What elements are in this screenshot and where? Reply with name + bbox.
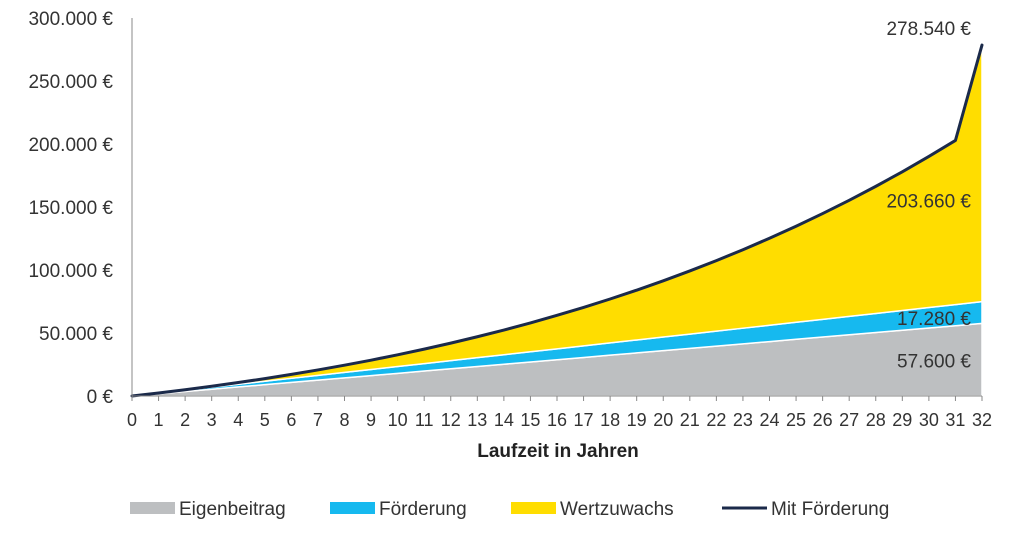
value-label-mit-foerderung: 278.540 € [886,19,971,40]
x-tick-label: 29 [892,410,912,430]
x-tick-label: 8 [339,410,349,430]
x-tick-label: 21 [680,410,700,430]
y-tick-label: 200.000 € [28,135,113,156]
legend-label: Eigenbeitrag [179,499,286,520]
x-tick-label: 17 [574,410,594,430]
stacked-areas [131,44,983,397]
x-tick-label: 6 [286,410,296,430]
x-tick-label: 15 [520,410,540,430]
x-tick-label: 2 [180,410,190,430]
legend-label: Wertzuwachs [560,499,674,520]
x-tick-label: 25 [786,410,806,430]
y-tick-label: 250.000 € [28,72,113,93]
value-label-foerderung: 17.280 € [897,309,971,330]
x-tick-label: 5 [260,410,270,430]
x-tick-label: 30 [919,410,939,430]
line-mit-foerderung [130,43,984,398]
value-label-eigenbeitrag: 57.600 € [897,352,971,373]
x-tick-label: 19 [627,410,647,430]
x-tick-label: 20 [653,410,673,430]
legend-swatch [130,502,175,514]
x-tick-label: 13 [467,410,487,430]
x-tick-label: 9 [366,410,376,430]
x-tick-label: 11 [415,410,434,430]
x-tick-label: 16 [547,410,567,430]
legend-swatch [511,502,556,514]
x-tick-label: 23 [733,410,753,430]
value-label-wertzuwachs: 203.660 € [886,192,971,213]
legend-label: Mit Förderung [771,499,889,520]
legend-item-mit-foerderung: Mit Förderung [722,499,889,520]
legend-swatch [330,502,375,514]
x-tick-labels: 0 1 2 3 4 5 6 7 8 9 10 11 12 13 14 15 16 17 18 19 20 21 22 23 24… [127,410,992,430]
x-tick-label: 18 [600,410,620,430]
y-tick-label: 300.000 € [28,9,113,30]
x-tick-label: 28 [866,410,886,430]
x-tick-label: 26 [813,410,833,430]
legend-item-foerderung: Förderung [330,499,467,520]
x-tick-label: 12 [441,410,461,430]
x-tick-label: 7 [313,410,323,430]
x-tick-label: 4 [233,410,243,430]
total-line-layer [130,43,984,398]
y-tick-label: 50.000 € [39,324,113,345]
y-tick-labels: 0 € 50.000 € 100.000 € 150.000 € 200.000 € 25… [28,9,113,408]
x-tick-label: 27 [839,410,859,430]
x-axis-label: Laufzeit in Jahren [477,441,639,462]
x-tick-label: 24 [759,410,779,430]
x-tick-label: 14 [494,410,514,430]
y-tick-label: 100.000 € [28,261,113,282]
x-tick-label: 10 [388,410,408,430]
x-tick-label: 31 [945,410,965,430]
legend: Eigenbeitrag Förderung Wertzuwachs Mit Förd… [130,499,889,520]
annotations: 278.540 € 203.660 € 17.280 € 57.600 € [886,19,971,373]
y-tick-label: 150.000 € [28,198,113,219]
x-tick-label: 3 [207,410,217,430]
legend-label: Förderung [379,499,467,520]
axes [131,18,983,401]
legend-item-wertzuwachs: Wertzuwachs [511,499,674,520]
x-tick-label: 22 [706,410,726,430]
legend-item-eigenbeitrag: Eigenbeitrag [130,499,286,520]
x-tick-label: 0 [127,410,137,430]
x-tick-label: 1 [154,410,164,430]
x-tick-label: 32 [972,410,992,430]
y-tick-label: 0 € [87,387,114,408]
